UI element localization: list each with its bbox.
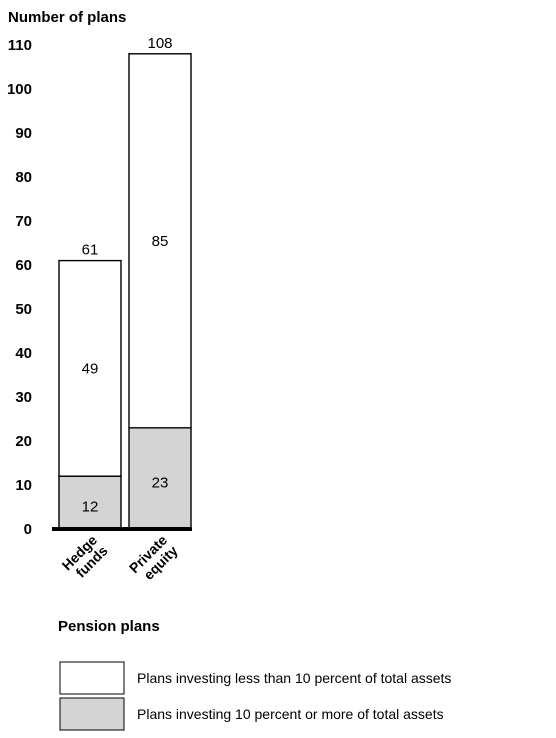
y-tick-label: 110 [8,37,32,54]
y-tick-label: 10 [15,477,32,494]
y-tick-label: 60 [15,257,32,274]
legend: Plans investing less than 10 percent of … [59,661,451,731]
legend-swatch [59,661,125,695]
category-labels-group: Hedgefunds Privateequity [59,532,181,587]
total-value-label: 108 [147,35,172,52]
category-label: Hedgefunds [59,532,111,584]
y-tick-label: 0 [24,521,32,538]
total-value-label: 61 [82,242,99,259]
segment-value-label: 23 [152,474,169,491]
segment-value-label: 49 [82,360,99,377]
category-label: Privateequity [126,532,181,587]
bar-segment [128,53,192,429]
y-tick-label: 40 [15,345,32,362]
segment-value-label: 85 [152,233,169,250]
y-tick-label: 20 [15,433,32,450]
y-tick-label: 100 [7,81,32,98]
y-tick-label: 70 [15,213,32,230]
legend-label: Plans investing less than 10 percent of … [137,670,451,686]
y-tick-label: 80 [15,169,32,186]
legend-swatch [59,697,125,731]
y-axis-title: Number of plans [8,9,126,26]
segment-value-label: 12 [82,499,99,516]
bar-segment [58,259,122,477]
bars-group [58,53,192,530]
legend-label: Plans investing 10 percent or more of to… [137,706,444,722]
bar-segment [58,475,122,530]
value-labels-group: 12 49 61 23 85 108 [82,35,173,516]
y-tick-label: 50 [15,301,32,318]
x-axis-title: Pension plans [58,618,160,635]
y-tick-label: 30 [15,389,32,406]
y-tick-label: 90 [15,125,32,142]
y-axis-ticks: 0 10 20 30 40 50 60 70 80 90 100 110 [7,37,32,538]
